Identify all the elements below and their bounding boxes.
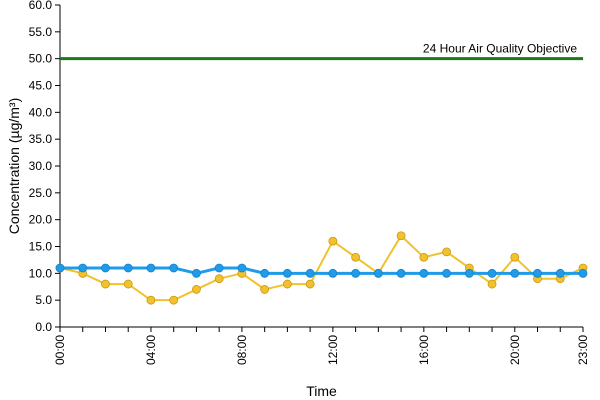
- data-point: [487, 268, 497, 278]
- y-tick-label: 40.0: [29, 105, 53, 119]
- x-tick-label: 23:00: [576, 335, 590, 365]
- y-tick-label: 55.0: [29, 25, 53, 39]
- data-point: [192, 285, 201, 294]
- x-tick-label: 20:00: [508, 335, 522, 365]
- y-tick-label: 20.0: [29, 213, 53, 227]
- reference-line-group: 24 Hour Air Quality Objective: [60, 42, 583, 61]
- x-tick-label: 08:00: [235, 335, 249, 365]
- data-point: [351, 252, 361, 262]
- data-point: [169, 263, 179, 273]
- y-tick-label: 60.0: [29, 0, 53, 12]
- data-point: [146, 295, 156, 305]
- data-point: [464, 268, 474, 278]
- y-tick-label: 50.0: [29, 52, 53, 66]
- data-point: [328, 236, 338, 246]
- data-point: [260, 285, 270, 294]
- y-tick-label: 10.0: [29, 266, 53, 280]
- series-1: [55, 263, 588, 278]
- series-group: [55, 231, 588, 305]
- data-point: [78, 263, 88, 273]
- y-tick-label: 15.0: [29, 240, 53, 254]
- data-point: [282, 279, 292, 289]
- series-line-0: [59, 234, 584, 302]
- data-point: [351, 268, 361, 278]
- data-point: [123, 263, 133, 273]
- data-point: [237, 263, 247, 273]
- data-point: [396, 268, 406, 278]
- x-tick-label: 16:00: [417, 335, 431, 365]
- data-point: [146, 263, 156, 273]
- objective-label: 24 Hour Air Quality Objective: [423, 42, 577, 56]
- data-point: [305, 279, 315, 289]
- y-tick-label: 30.0: [29, 159, 53, 173]
- data-point: [533, 268, 542, 278]
- y-axis-title: Concentration (µg/m³): [6, 98, 22, 234]
- data-point: [442, 268, 451, 278]
- data-point: [328, 268, 338, 278]
- x-tick-label: 04:00: [144, 335, 158, 365]
- data-point: [419, 252, 429, 262]
- y-tick-label: 45.0: [29, 79, 53, 93]
- data-point: [282, 268, 292, 278]
- data-point: [442, 247, 451, 257]
- y-tick-label: 25.0: [29, 186, 53, 200]
- data-point: [169, 295, 179, 305]
- data-point: [214, 274, 224, 284]
- data-point: [260, 268, 270, 278]
- data-point: [578, 268, 588, 278]
- y-tick-label: 5.0: [35, 293, 52, 307]
- y-tick-label: 0.0: [35, 320, 52, 334]
- x-ticks: 00:00 04:00 08:00 12:00 16:00 20:00 23:00: [53, 327, 590, 365]
- data-point: [373, 268, 383, 278]
- data-point: [305, 268, 315, 278]
- data-point: [55, 263, 65, 273]
- data-point: [214, 263, 224, 273]
- data-point: [192, 268, 201, 278]
- data-point: [510, 268, 520, 278]
- data-point: [101, 279, 110, 289]
- x-tick-label: 12:00: [326, 335, 340, 365]
- y-ticks: 0.0 5.0 10.0 15.0 20.0 25.0 30.0 35.0 40.0 45.0 50…: [29, 0, 60, 334]
- data-point: [555, 268, 565, 278]
- x-tick-label: 00:00: [53, 335, 67, 365]
- data-point: [510, 252, 520, 262]
- data-point: [419, 268, 429, 278]
- x-axis-title: Time: [306, 383, 337, 399]
- data-point: [487, 279, 497, 289]
- data-point: [396, 231, 406, 241]
- y-tick-label: 35.0: [29, 132, 53, 146]
- data-point: [101, 263, 110, 273]
- data-point: [123, 279, 133, 289]
